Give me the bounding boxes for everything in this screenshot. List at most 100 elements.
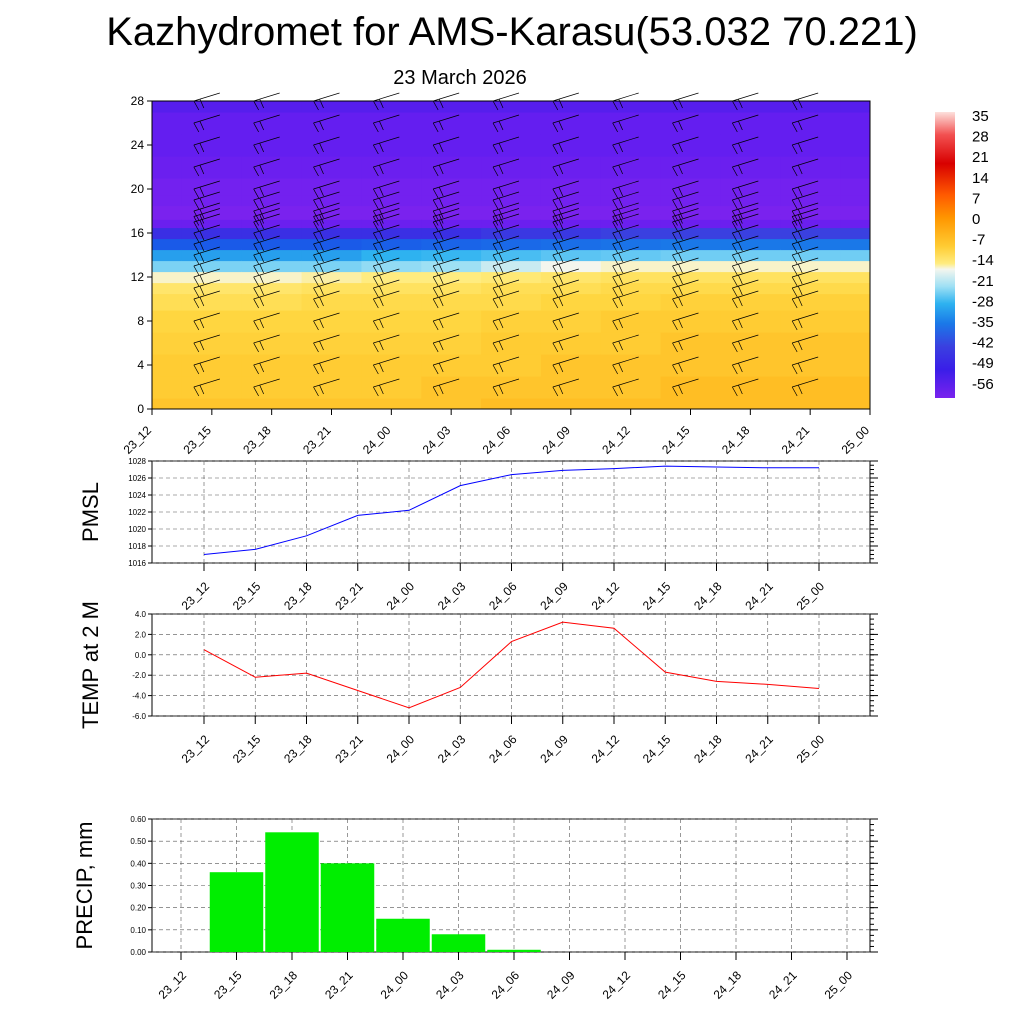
wind-barb-flag bbox=[313, 199, 319, 210]
wind-barb-staff bbox=[433, 268, 460, 278]
wind-barb-staff bbox=[313, 180, 340, 190]
wind-barb bbox=[432, 257, 460, 276]
y-tick-label: 1026 bbox=[128, 474, 146, 483]
heatmap-cell bbox=[720, 260, 781, 273]
wind-barb bbox=[732, 235, 759, 254]
wind-barb bbox=[732, 213, 759, 232]
wind-barb-staff bbox=[433, 378, 460, 388]
wind-barb bbox=[732, 334, 759, 353]
heatmap-cell bbox=[152, 205, 183, 215]
wind-barb-staff bbox=[612, 202, 639, 212]
wind-barb-flag bbox=[379, 384, 384, 395]
wind-barb-staff bbox=[253, 246, 280, 256]
y-tick-label: 2.0 bbox=[135, 630, 147, 639]
wind-barb-flag bbox=[612, 298, 618, 309]
wind-barb-flag bbox=[432, 210, 439, 221]
wind-barb-staff bbox=[433, 356, 460, 366]
wind-barb-staff bbox=[552, 334, 579, 344]
heatmap-cell bbox=[361, 376, 422, 399]
wind-barb-flag bbox=[193, 188, 200, 199]
wind-barb bbox=[672, 378, 699, 397]
y-tick-label: -6.0 bbox=[132, 712, 146, 721]
wind-barb-flag bbox=[558, 252, 564, 263]
wind-barb-flag bbox=[672, 364, 678, 375]
wind-barb-flag bbox=[612, 276, 618, 287]
heatmap-cell bbox=[421, 227, 482, 240]
wind-barb bbox=[552, 312, 579, 331]
wind-barb-flag bbox=[492, 144, 499, 155]
wind-barb-staff bbox=[313, 136, 340, 146]
wind-barb-flag bbox=[678, 120, 683, 131]
wind-barb-flag bbox=[612, 221, 618, 232]
heatmap-cell bbox=[421, 260, 482, 273]
wind-barb bbox=[253, 356, 280, 375]
wind-barb bbox=[552, 356, 579, 375]
wind-barb bbox=[313, 213, 340, 232]
heatmap-cell bbox=[660, 238, 722, 251]
wind-barb bbox=[193, 213, 220, 232]
wind-barb-staff bbox=[193, 180, 220, 190]
wind-barb-flag bbox=[253, 320, 259, 331]
wind-barb-flag bbox=[618, 318, 623, 329]
wind-barb-flag bbox=[379, 263, 384, 274]
heatmap-y-tick-label: 24 bbox=[131, 138, 145, 152]
heatmap-cell bbox=[720, 156, 781, 179]
wind-barb-staff bbox=[313, 356, 340, 366]
wind-barb-flag bbox=[612, 144, 618, 155]
wind-barb-flag bbox=[672, 265, 678, 276]
heatmap-x-tick-label: 23_12 bbox=[121, 423, 155, 457]
heatmap-cell bbox=[421, 282, 482, 295]
heatmap-cell bbox=[481, 293, 542, 311]
heatmap-cell bbox=[152, 260, 183, 273]
wind-barb-staff bbox=[732, 92, 759, 102]
wind-barb-flag bbox=[492, 243, 499, 254]
heatmap-cell bbox=[241, 205, 303, 215]
wind-barb-flag bbox=[558, 296, 564, 307]
heatmap-cell bbox=[301, 178, 363, 196]
wind-barb-staff bbox=[373, 235, 400, 245]
wind-barb-flag bbox=[738, 186, 743, 197]
wind-barb bbox=[432, 268, 460, 287]
wind-barb-flag bbox=[193, 210, 200, 221]
wind-barb-flag bbox=[791, 364, 798, 375]
wind-barb-flag bbox=[438, 296, 444, 307]
heatmap-cell bbox=[152, 219, 183, 229]
wind-barb-flag bbox=[732, 287, 738, 298]
wind-barb-flag bbox=[373, 254, 379, 265]
heatmap-cell bbox=[780, 101, 841, 113]
wind-barb-flag bbox=[678, 384, 683, 395]
wind-barb bbox=[732, 268, 759, 287]
wind-barb bbox=[492, 312, 520, 331]
wind-barb-flag bbox=[797, 219, 803, 230]
heatmap-cell bbox=[720, 398, 781, 409]
heatmap-cell bbox=[600, 112, 662, 135]
heatmap-cell bbox=[780, 282, 841, 295]
heatmap-cell bbox=[720, 249, 781, 262]
heatmap-cell bbox=[540, 112, 602, 135]
wind-barb-staff bbox=[732, 180, 759, 190]
wind-barb-staff bbox=[792, 279, 819, 289]
wind-barb-flag bbox=[432, 342, 439, 353]
heatmap-cell bbox=[600, 156, 662, 179]
wind-barb-staff bbox=[373, 246, 400, 256]
wind-barb bbox=[732, 114, 759, 133]
wind-barb-staff bbox=[792, 136, 819, 146]
wind-barb-staff bbox=[193, 92, 220, 102]
x-tick-label: 24_09 bbox=[544, 968, 578, 1002]
wind-barb bbox=[612, 334, 639, 353]
wind-barb-flag bbox=[432, 265, 439, 276]
wind-barb-flag bbox=[558, 120, 564, 131]
wind-barb bbox=[193, 279, 220, 298]
wind-barb-flag bbox=[732, 265, 738, 276]
heatmap-cell bbox=[152, 227, 183, 240]
wind-barb-flag bbox=[432, 221, 439, 232]
wind-barb-flag bbox=[612, 166, 618, 177]
wind-barb-staff bbox=[612, 246, 639, 256]
x-tick-label: 24_00 bbox=[384, 579, 418, 613]
wind-barb bbox=[672, 208, 699, 226]
heatmap-cell bbox=[181, 398, 243, 409]
wind-barb-flag bbox=[558, 285, 564, 296]
heatmap-cell bbox=[181, 238, 243, 251]
wind-barb bbox=[313, 312, 340, 331]
wind-barb bbox=[253, 268, 280, 287]
